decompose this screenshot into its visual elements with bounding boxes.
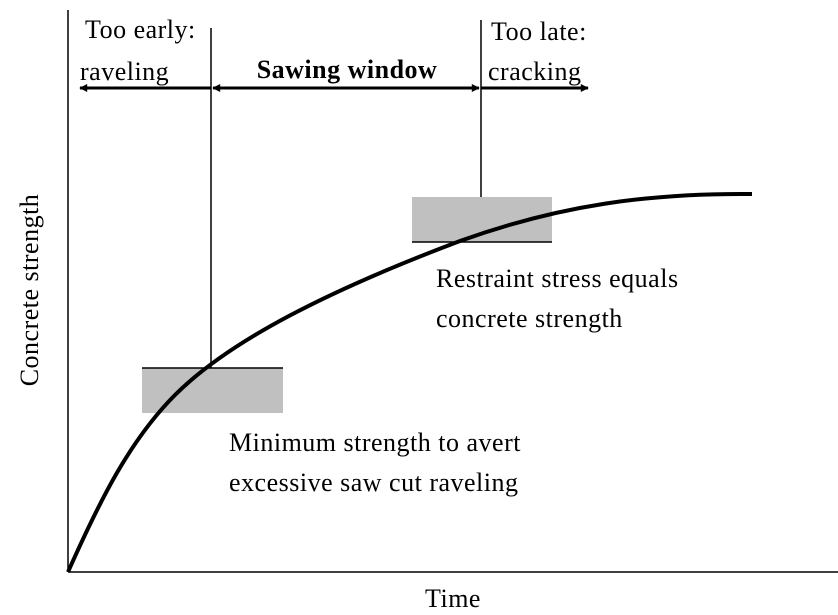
y-axis-label: Concrete strength bbox=[15, 194, 44, 387]
label: raveling bbox=[80, 57, 169, 86]
label: Too late: bbox=[491, 17, 587, 46]
strength-curve bbox=[66, 191, 753, 573]
label: cracking bbox=[488, 57, 582, 86]
x-axis-label: Time bbox=[425, 584, 481, 613]
annotation: excessive saw cut raveling bbox=[229, 468, 519, 497]
annotation: concrete strength bbox=[436, 304, 623, 333]
label: Sawing window bbox=[257, 55, 438, 84]
annotation: Restraint stress equals bbox=[436, 264, 679, 293]
annotation: Minimum strength to avert bbox=[229, 428, 521, 457]
label: Too early: bbox=[85, 15, 196, 44]
